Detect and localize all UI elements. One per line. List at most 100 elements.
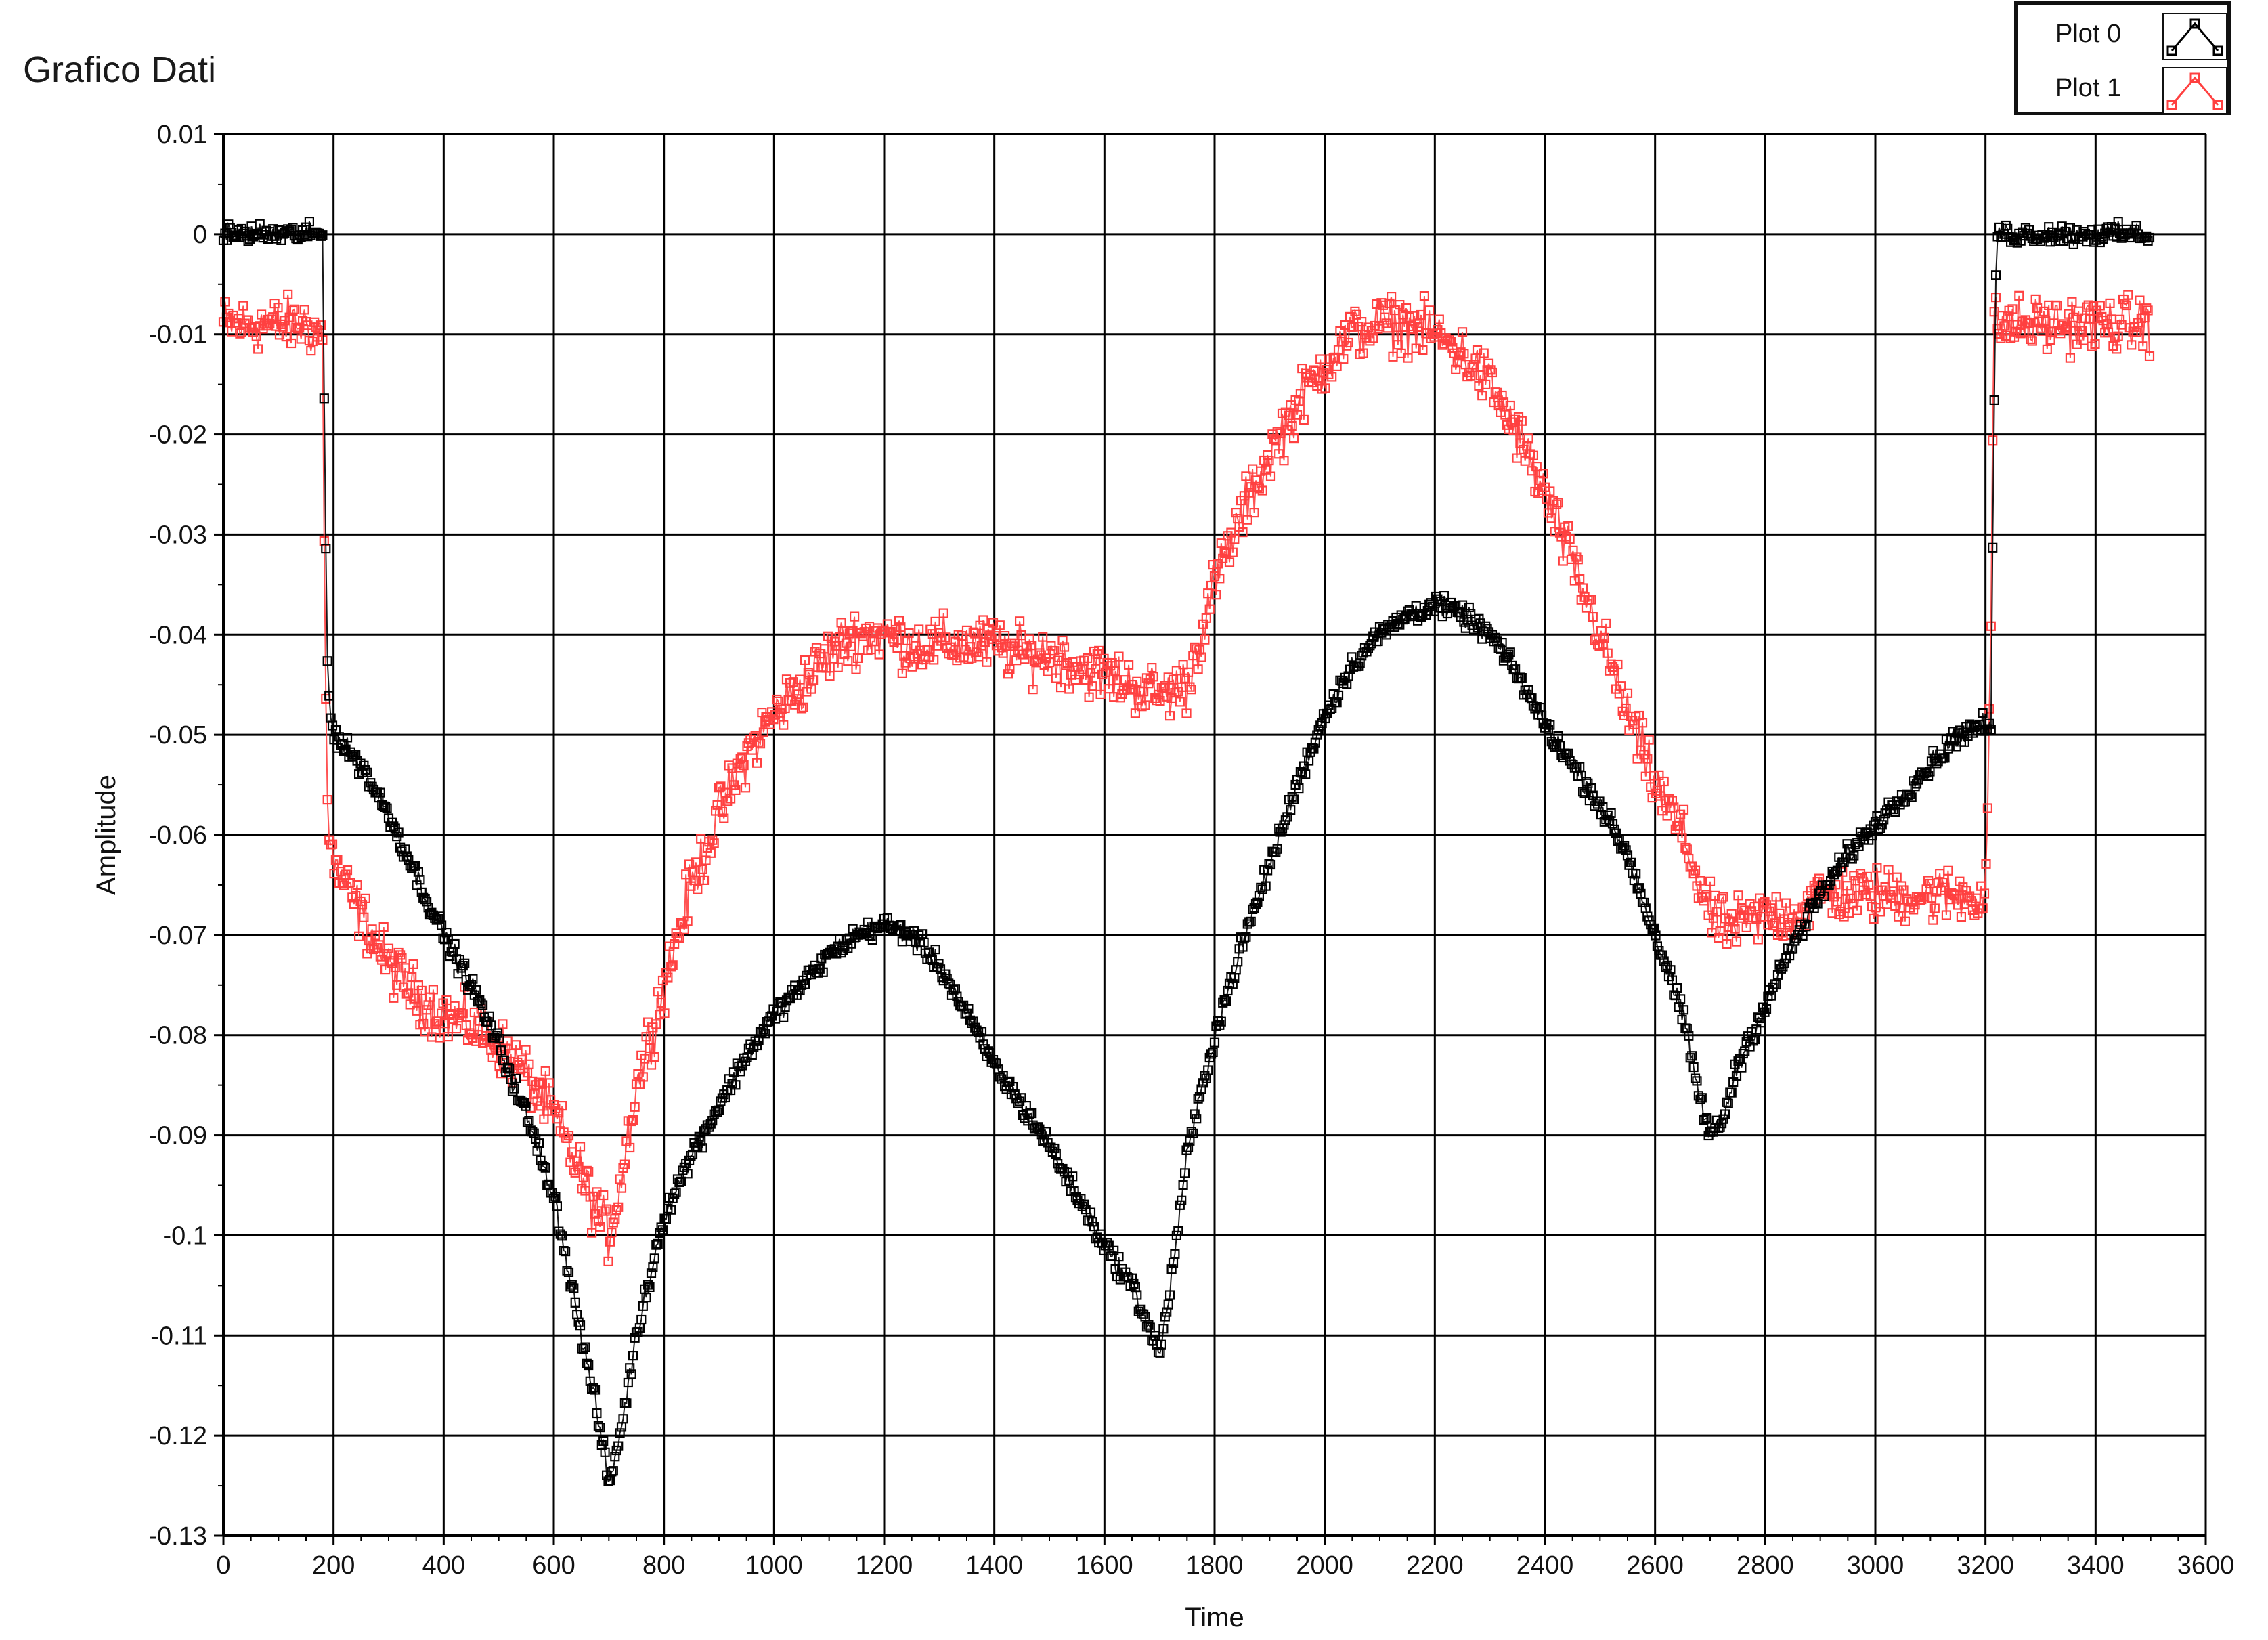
- data-point: [318, 230, 328, 240]
- data-point: [1523, 433, 1533, 444]
- data-point: [641, 1292, 651, 1303]
- y-tick-label: 0: [193, 221, 207, 249]
- data-point: [806, 970, 816, 980]
- data-point: [968, 627, 978, 637]
- data-point: [1816, 886, 1826, 896]
- data-point: [1926, 893, 1937, 903]
- data-point: [896, 920, 906, 930]
- legend-swatch-plot-1-icon: [2162, 67, 2227, 114]
- data-point: [1781, 898, 1791, 908]
- data-point: [1016, 1093, 1026, 1103]
- data-point: [1925, 767, 1935, 777]
- data-point: [1963, 731, 1973, 741]
- data-point: [524, 1115, 534, 1126]
- data-point: [1665, 965, 1676, 975]
- data-point: [2103, 327, 2114, 337]
- data-point: [552, 1201, 563, 1211]
- data-point: [1563, 521, 1573, 531]
- data-point: [1763, 920, 1773, 930]
- data-point: [1654, 770, 1664, 781]
- data-point: [450, 938, 460, 949]
- data-point: [1269, 433, 1279, 444]
- data-point: [802, 687, 812, 697]
- legend-item-plot-0[interactable]: Plot 0: [2018, 9, 2227, 63]
- data-point: [1682, 844, 1692, 855]
- data-point: [663, 972, 673, 983]
- data-point: [332, 855, 343, 865]
- data-point: [760, 1029, 770, 1039]
- data-point: [795, 985, 805, 995]
- data-point: [1692, 1076, 1702, 1086]
- data-point: [611, 1205, 621, 1215]
- data-point: [1104, 1240, 1114, 1251]
- data-point: [1888, 886, 1898, 897]
- data-point: [382, 803, 392, 813]
- data-point: [1156, 1339, 1167, 1350]
- data-point: [707, 1115, 718, 1126]
- data-point: [557, 1231, 567, 1241]
- data-point: [1900, 916, 1910, 926]
- data-point: [393, 827, 404, 838]
- data-point: [228, 310, 238, 321]
- data-point: [1186, 685, 1196, 695]
- data-point: [1903, 790, 1913, 801]
- data-point: [1761, 1004, 1772, 1014]
- data-point: [1229, 534, 1240, 544]
- data-point: [1404, 312, 1414, 322]
- data-point: [1867, 830, 1877, 841]
- data-point: [494, 1033, 504, 1044]
- data-point: [668, 960, 678, 970]
- data-point: [590, 1385, 601, 1395]
- x-tick-label: 1400: [965, 1551, 1023, 1580]
- data-point: [1241, 932, 1251, 942]
- data-point: [2110, 332, 2120, 343]
- data-point: [1297, 768, 1307, 778]
- data-point: [1343, 671, 1353, 681]
- data-point: [905, 936, 916, 947]
- data-point: [1261, 465, 1271, 475]
- data-point: [1170, 1249, 1180, 1259]
- data-point: [694, 875, 704, 886]
- data-point: [628, 1115, 638, 1125]
- data-point: [1771, 892, 1781, 902]
- data-point: [2035, 323, 2046, 333]
- data-point: [1166, 1264, 1177, 1274]
- data-point: [1626, 857, 1636, 867]
- data-point: [861, 928, 871, 938]
- data-point: [313, 332, 323, 342]
- data-point: [940, 632, 951, 643]
- data-point: [1571, 552, 1582, 562]
- data-point: [1586, 783, 1596, 794]
- data-point: [1436, 328, 1446, 338]
- data-point: [1978, 708, 1988, 718]
- data-point: [1738, 1048, 1748, 1059]
- data-point: [1770, 918, 1780, 928]
- data-point: [1127, 1273, 1137, 1283]
- data-point: [712, 800, 722, 810]
- data-point: [309, 317, 320, 327]
- data-point: [330, 725, 341, 735]
- x-tick-label: 1200: [856, 1551, 913, 1580]
- data-point: [1357, 317, 1367, 327]
- legend-item-plot-1[interactable]: Plot 1: [2018, 63, 2227, 117]
- data-point: [2022, 317, 2032, 327]
- x-tick-label: 1800: [1186, 1551, 1244, 1580]
- data-point: [710, 806, 721, 816]
- data-point: [1950, 735, 1960, 746]
- data-point: [318, 335, 328, 345]
- data-point: [952, 655, 962, 666]
- data-point: [1586, 595, 1596, 605]
- data-point: [1150, 1331, 1160, 1341]
- data-point: [1288, 794, 1299, 804]
- data-point: [1651, 788, 1661, 799]
- data-point: [728, 780, 739, 790]
- data-point: [547, 1106, 557, 1116]
- data-point: [1054, 652, 1064, 663]
- data-point: [516, 1096, 526, 1106]
- data-point: [796, 704, 807, 714]
- data-point: [575, 1142, 586, 1152]
- data-point: [1702, 1113, 1712, 1123]
- data-point: [1221, 996, 1231, 1006]
- data-point: [991, 1058, 1002, 1069]
